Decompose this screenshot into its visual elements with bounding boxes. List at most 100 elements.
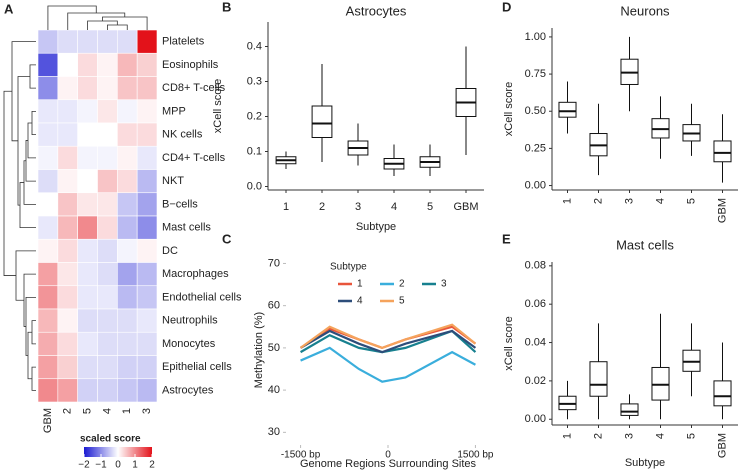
x-tick-label: 0 [385,450,391,461]
heatmap-cell [77,238,98,263]
x-tick-label: GBM [716,433,728,458]
box [311,105,333,138]
row-label: Epithelial cells [162,361,232,373]
x-tick-label: 5 [685,198,697,204]
y-axis-label: xCell score [212,79,224,133]
heatmap-cell [37,145,59,170]
y-tick-label: 0.2 [247,110,262,122]
heatmap-cell [77,192,98,217]
heatmap-cell [77,308,98,333]
column-label: 4 [101,408,113,414]
heatmap-cell [117,29,138,54]
heatmap-cell [57,99,78,124]
legend-label: 2 [399,279,405,290]
dendrogram-branch [31,366,36,391]
heatmap-cell [37,355,59,380]
heatmap-cell [37,285,59,310]
x-tick-label: 3 [623,198,635,204]
panel-letter: A [4,1,14,16]
heatmap-cell [136,378,158,403]
heatmap-cell [57,76,78,101]
row-label: CD8+ T-cells [162,82,226,94]
dendrogram-branch [67,12,126,30]
heatmap-cell [37,169,59,194]
y-tick-label: 0.25 [525,142,546,154]
heatmap-cell [136,331,158,356]
y-tick-label: 0.4 [247,40,262,52]
heatmap-cell [57,122,78,147]
row-label: Astrocytes [162,384,214,396]
y-tick-label: 1.00 [525,31,546,43]
y-tick-label: 0.06 [525,298,546,310]
box [713,140,732,163]
x-tick-label: -1500 bp [281,450,321,461]
dendrogram-branch [102,16,148,30]
row-label: Monocytes [162,338,216,350]
heatmap-cell [136,355,158,380]
panel-letter: B [222,0,231,14]
dendrogram-branch [31,110,36,136]
heatmap-cell [117,378,138,403]
heatmap-cell [117,308,138,333]
row-label: CD4+ T-cells [162,152,226,164]
x-axis-label: Subtype [625,457,665,469]
heatmap-cell [136,308,158,333]
y-tick-label: 0.04 [525,336,546,348]
heatmap-cell [37,192,59,217]
heatmap-cell [97,262,118,287]
x-tick-label: 3 [623,433,635,439]
y-tick-label: 0.00 [525,179,546,191]
heatmap-cell [57,238,78,263]
heatmap-cell [77,169,98,194]
series-line [300,346,476,383]
heatmap-cell [97,378,118,403]
heatmap-cell [77,29,98,54]
heatmap-cell [57,169,78,194]
panel-title: Astrocytes [346,3,407,18]
heatmap-cell [77,52,98,77]
heatmap-cell [97,76,118,101]
dendrogram [3,5,148,391]
heatmap-cell [97,29,118,54]
heatmap-cell [136,99,158,124]
y-tick-label: 0.1 [247,145,262,157]
row-label: NKT [162,175,184,187]
heatmap-cell [37,52,59,77]
heatmap-cell [77,76,98,101]
heatmap-cell [37,29,59,54]
x-tick-label: GBM [453,201,478,213]
x-tick-label: 1 [561,198,573,204]
heatmap-cell [117,355,138,380]
colorbar-tick-label: −2 [78,460,90,471]
heatmap-cell [77,378,98,403]
column-label: 5 [81,408,93,414]
legend-label: 4 [357,296,363,307]
box [620,403,639,416]
heatmap-cell [97,99,118,124]
dendrogram-branch [25,296,36,356]
heatmap-cell [117,262,138,287]
heatmap-cell [77,122,98,147]
y-axis-label: xCell score [503,316,515,370]
row-label: Macrophages [162,268,229,280]
heatmap-cell [97,285,118,310]
heatmap-cell [57,29,78,54]
column-label: 3 [141,408,153,414]
row-label: Eosinophils [162,59,219,71]
legend-label: 5 [399,296,405,307]
row-label: B−cells [162,198,198,210]
dendrogram-branch [25,140,36,182]
panel-title: Neurons [620,3,670,18]
heatmap-cell [136,262,158,287]
heatmap-cell [117,192,138,217]
dendrogram-branch [15,250,36,301]
series-line [300,329,477,354]
heatmap-cell [97,308,118,333]
dendrogram-branch [47,5,97,30]
heatmap-cell [77,331,98,356]
box [713,380,732,407]
column-label: 2 [62,408,74,414]
heatmap-cell [57,192,78,217]
heatmap-cell [136,285,158,310]
panel-letter: D [502,0,511,14]
